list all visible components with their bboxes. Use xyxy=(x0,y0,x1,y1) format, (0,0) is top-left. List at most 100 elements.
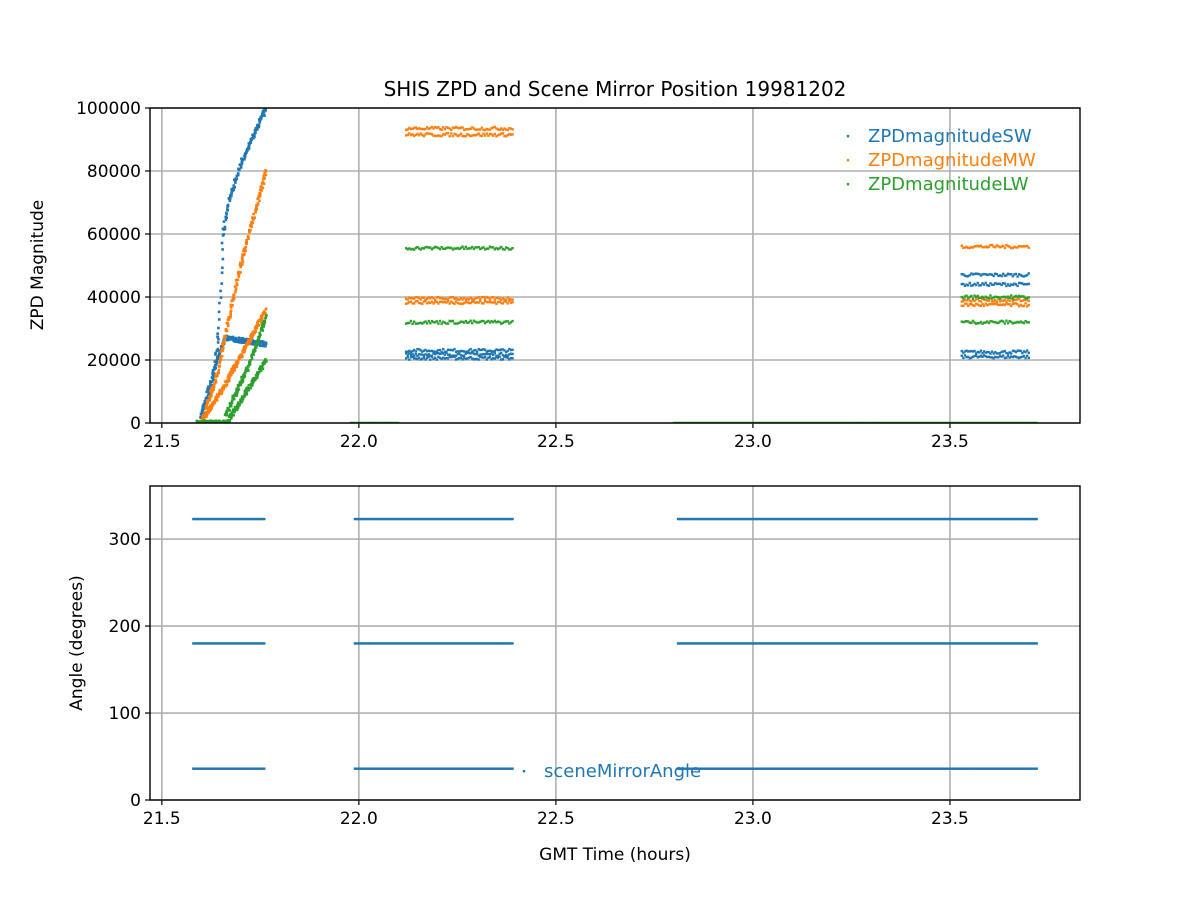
data-point xyxy=(1027,296,1030,299)
data-point xyxy=(224,218,228,222)
data-point xyxy=(1022,295,1026,298)
data-point xyxy=(425,297,429,301)
data-point xyxy=(712,642,715,645)
data-point xyxy=(209,408,212,412)
data-point xyxy=(209,642,213,645)
data-point xyxy=(700,642,704,645)
data-point xyxy=(867,767,870,770)
x-tick-label: 23.0 xyxy=(734,432,772,452)
data-point xyxy=(477,321,480,324)
data-point xyxy=(249,333,253,336)
chart-title: SHIS ZPD and Scene Mirror Position 19981… xyxy=(384,77,847,101)
data-point xyxy=(830,642,833,645)
data-point xyxy=(490,320,493,323)
data-point xyxy=(704,517,707,521)
data-point xyxy=(480,302,484,305)
data-point xyxy=(864,642,867,645)
data-point xyxy=(221,343,225,347)
data-point xyxy=(488,353,492,356)
data-point xyxy=(498,355,501,358)
data-point xyxy=(223,227,227,231)
data-point xyxy=(220,349,224,352)
data-point xyxy=(1003,274,1007,278)
data-point xyxy=(216,341,220,344)
data-point xyxy=(1025,296,1029,300)
data-point xyxy=(753,642,757,645)
data-point xyxy=(932,642,936,645)
data-point xyxy=(982,283,986,286)
data-point xyxy=(448,296,451,299)
data-point xyxy=(504,517,508,521)
data-point xyxy=(468,767,471,770)
data-point xyxy=(998,351,1002,355)
data-point xyxy=(1021,299,1024,303)
data-point xyxy=(458,352,461,355)
data-point xyxy=(421,322,424,325)
data-point xyxy=(1014,642,1018,645)
data-point xyxy=(239,261,242,265)
data-point xyxy=(973,272,976,276)
data-point xyxy=(203,400,207,404)
data-point xyxy=(262,174,266,178)
data-point xyxy=(1003,282,1007,285)
data-point xyxy=(708,642,712,645)
data-point xyxy=(976,244,979,248)
data-point xyxy=(953,642,957,645)
data-point xyxy=(739,767,742,770)
data-point xyxy=(984,355,987,358)
data-point xyxy=(974,272,978,275)
data-point xyxy=(380,767,384,770)
data-point xyxy=(1000,283,1003,287)
data-point xyxy=(214,767,218,770)
data-point xyxy=(1017,517,1021,521)
data-point xyxy=(994,281,997,285)
data-point xyxy=(452,767,455,770)
data-point xyxy=(960,767,963,770)
data-point xyxy=(377,642,380,645)
data-point xyxy=(483,248,487,251)
data-point xyxy=(700,767,704,770)
data-point xyxy=(912,642,915,645)
data-point xyxy=(419,321,422,324)
data-point xyxy=(253,348,256,352)
data-point xyxy=(1027,642,1030,645)
data-point xyxy=(974,295,978,299)
data-point xyxy=(729,767,733,770)
data-point xyxy=(412,642,416,645)
data-point xyxy=(206,401,210,404)
data-point xyxy=(241,379,245,382)
data-point xyxy=(1003,298,1007,302)
data-point xyxy=(255,642,258,645)
data-point xyxy=(253,378,257,382)
data-point xyxy=(430,300,434,303)
data-point xyxy=(235,278,239,281)
data-point xyxy=(835,517,838,521)
x-tick-label: 22.5 xyxy=(537,809,575,829)
data-point xyxy=(439,767,443,770)
data-point xyxy=(414,300,418,303)
data-point xyxy=(1006,298,1010,301)
data-point xyxy=(729,642,733,645)
data-point xyxy=(458,517,462,521)
data-point xyxy=(396,642,400,645)
data-point xyxy=(852,767,856,770)
data-point xyxy=(992,357,995,360)
data-point xyxy=(454,125,458,129)
data-point xyxy=(469,134,472,138)
data-point xyxy=(429,246,432,249)
data-point xyxy=(230,299,234,303)
data-point xyxy=(422,517,425,521)
data-point xyxy=(981,282,984,285)
data-point xyxy=(403,517,406,521)
data-point xyxy=(981,245,984,249)
data-point xyxy=(230,401,233,405)
data-point xyxy=(404,247,408,250)
data-point xyxy=(239,166,243,169)
data-point xyxy=(790,517,793,521)
data-point xyxy=(433,352,437,356)
data-point xyxy=(406,298,409,301)
data-point xyxy=(248,517,251,521)
data-point xyxy=(792,642,795,645)
data-point xyxy=(429,301,432,305)
data-point xyxy=(459,246,463,250)
